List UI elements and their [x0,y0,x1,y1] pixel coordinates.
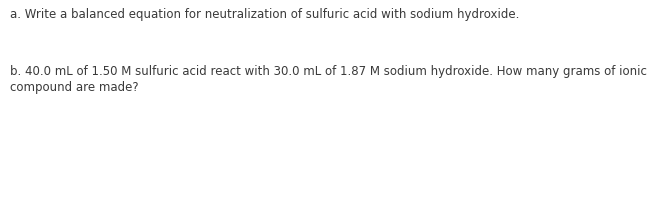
Text: a. Write a balanced equation for neutralization of sulfuric acid with sodium hyd: a. Write a balanced equation for neutral… [10,8,519,21]
Text: b. 40.0 mL of 1.50 M sulfuric acid react with 30.0 mL of 1.87 M sodium hydroxide: b. 40.0 mL of 1.50 M sulfuric acid react… [10,65,647,78]
Text: compound are made?: compound are made? [10,81,139,94]
